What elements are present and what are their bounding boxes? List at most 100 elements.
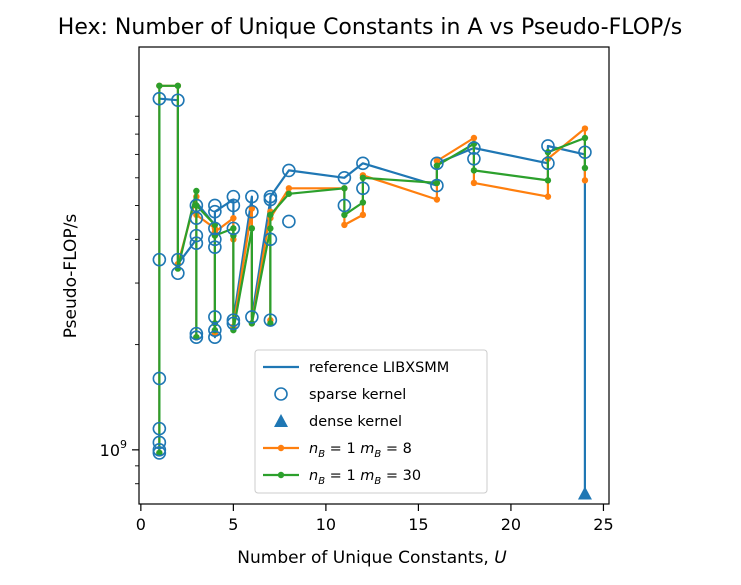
data-point bbox=[282, 163, 296, 178]
data-point bbox=[356, 181, 370, 196]
data-point bbox=[230, 214, 237, 222]
data-point bbox=[356, 156, 370, 171]
data-point bbox=[285, 190, 293, 197]
data-point bbox=[171, 266, 185, 281]
data-point bbox=[152, 446, 167, 460]
data-point bbox=[226, 221, 241, 236]
x-tick-label: 25 bbox=[593, 515, 613, 534]
data-point bbox=[359, 199, 367, 206]
data-point bbox=[193, 202, 200, 209]
y-tick-label: 109 bbox=[100, 438, 127, 460]
data-point bbox=[337, 171, 352, 185]
data-point bbox=[152, 435, 167, 450]
data-point bbox=[189, 330, 204, 344]
data-point bbox=[189, 228, 204, 243]
data-point bbox=[248, 205, 256, 212]
data-point bbox=[430, 178, 444, 193]
data-point bbox=[541, 139, 555, 153]
legend-marker bbox=[274, 414, 288, 427]
data-point bbox=[544, 177, 552, 184]
data-point bbox=[156, 82, 163, 89]
data-point bbox=[248, 225, 256, 232]
data-point bbox=[470, 134, 478, 142]
data-point bbox=[341, 211, 348, 219]
data-point bbox=[581, 177, 589, 184]
legend-box bbox=[254, 349, 488, 494]
data-point bbox=[470, 167, 478, 174]
data-point bbox=[470, 179, 478, 187]
legend-label: reference LIBXSMM bbox=[309, 360, 449, 376]
x-axis: 0 5 10 15 20 25 bbox=[136, 504, 614, 534]
data-point bbox=[208, 232, 222, 247]
x-tick-label: 0 bbox=[136, 515, 146, 534]
data-point bbox=[174, 82, 182, 89]
y-axis: 109 bbox=[100, 115, 139, 485]
data-point bbox=[156, 449, 163, 457]
data-point bbox=[430, 156, 444, 171]
plot-frame bbox=[138, 46, 610, 505]
data-point bbox=[282, 214, 296, 229]
data-point bbox=[189, 211, 204, 225]
data-point bbox=[245, 204, 259, 219]
legend-label: dense kernel bbox=[309, 414, 402, 430]
data-point bbox=[433, 179, 441, 187]
legend: reference LIBXSMM sparse kernel dense kern… bbox=[254, 349, 488, 494]
y-axis-label: Pseudo-FLOP/s bbox=[61, 214, 81, 339]
data-point bbox=[226, 198, 241, 213]
data-point bbox=[226, 313, 241, 327]
data-point bbox=[208, 310, 222, 324]
data-point bbox=[208, 198, 222, 213]
data-point bbox=[267, 225, 274, 232]
data-point bbox=[152, 91, 167, 106]
x-tick-label: 10 bbox=[316, 515, 336, 534]
data-point bbox=[577, 486, 592, 500]
legend-label: nB = 1 mB = 8 bbox=[309, 441, 412, 460]
data-point bbox=[171, 93, 185, 108]
data-point bbox=[544, 193, 552, 200]
legend-label: nB = 1 mB = 30 bbox=[309, 468, 421, 487]
data-point bbox=[208, 323, 222, 337]
data-point bbox=[337, 198, 352, 213]
data-point bbox=[171, 252, 185, 267]
data-point bbox=[467, 151, 481, 166]
data-point bbox=[193, 187, 200, 195]
data-point bbox=[267, 211, 274, 219]
data-point bbox=[226, 189, 241, 204]
data-point bbox=[433, 157, 441, 165]
data-point bbox=[541, 156, 555, 171]
x-tick-label: 20 bbox=[501, 515, 521, 534]
data-point bbox=[208, 221, 222, 236]
data-point bbox=[152, 371, 167, 386]
x-tick-label: 5 bbox=[228, 515, 238, 534]
data-point bbox=[341, 221, 348, 229]
data-point bbox=[359, 211, 367, 219]
data-point bbox=[263, 313, 278, 327]
legend-marker bbox=[277, 444, 285, 452]
data-point bbox=[189, 236, 204, 251]
legend-marker bbox=[274, 387, 288, 401]
x-tick-label: 15 bbox=[408, 515, 428, 534]
data-point bbox=[189, 326, 204, 341]
data-point bbox=[578, 145, 592, 160]
data-point bbox=[263, 189, 278, 204]
data-point bbox=[267, 320, 274, 327]
data-point bbox=[341, 185, 348, 192]
data-point bbox=[263, 232, 278, 247]
data-point bbox=[467, 141, 481, 155]
data-point bbox=[208, 204, 222, 219]
plot-area bbox=[152, 82, 592, 500]
legend-marker bbox=[277, 471, 285, 479]
data-point bbox=[208, 240, 222, 254]
data-point bbox=[245, 310, 259, 324]
data-point bbox=[581, 125, 589, 132]
data-point bbox=[581, 164, 589, 172]
data-point bbox=[245, 189, 259, 204]
data-point bbox=[152, 421, 167, 436]
data-point bbox=[359, 174, 367, 182]
data-point bbox=[226, 316, 241, 331]
data-point bbox=[230, 225, 237, 232]
data-point bbox=[285, 185, 293, 192]
data-point bbox=[433, 196, 441, 203]
data-point bbox=[152, 252, 167, 267]
x-axis-label: Number of Unique Constants, U bbox=[237, 548, 507, 568]
